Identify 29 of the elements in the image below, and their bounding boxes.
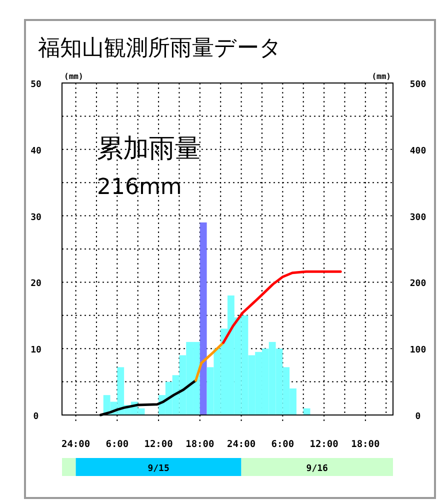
- bar: [200, 222, 207, 415]
- x-tick-label: 18:00: [351, 439, 380, 450]
- x-tick-label: 12:00: [144, 439, 174, 450]
- x-tick-label: 6:00: [106, 439, 129, 450]
- y-axis-title: (mm): [64, 72, 84, 81]
- x-tick-label: 24:00: [61, 439, 90, 450]
- chart-title: 福知山観測所雨量データ: [38, 36, 282, 61]
- text: 9/16: [306, 464, 328, 474]
- x-tick-label: 6:00: [271, 439, 294, 450]
- x-tick-label: 12:00: [310, 439, 339, 450]
- y-tick-label: 10: [30, 346, 42, 356]
- x-tick-label: 18:00: [186, 439, 214, 450]
- y-tick-label: 40: [30, 146, 42, 156]
- y2-tick-label: 100: [410, 346, 426, 356]
- bar: [303, 408, 310, 415]
- y2-axis-title: (mm): [372, 72, 391, 81]
- y2-tick-label: 300: [410, 212, 426, 223]
- annotation: 216mm: [97, 175, 182, 200]
- annotation: 累加雨量: [97, 134, 201, 164]
- y2-tick-label: 500: [410, 80, 426, 90]
- y-tick-label: 30: [30, 212, 42, 223]
- y2-tick-label: 400: [410, 146, 426, 156]
- y2-tick-label: 200: [410, 279, 426, 290]
- y-tick-label: 20: [30, 279, 42, 290]
- y-tick-label: 50: [30, 80, 42, 90]
- text: 9/15: [148, 464, 170, 474]
- y2-tick-label: 0: [415, 412, 421, 422]
- x-tick-label: 24:00: [226, 439, 256, 450]
- y-tick-label: 0: [33, 412, 39, 422]
